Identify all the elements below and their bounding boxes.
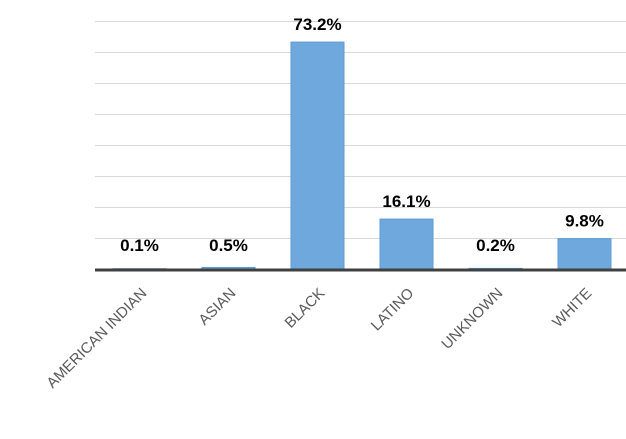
x-tick-label: ASIAN	[195, 285, 239, 329]
x-tick-label: UNKNOWN	[438, 285, 506, 353]
data-label: 0.2%	[476, 236, 515, 255]
bar-latino	[380, 219, 433, 269]
gridlines	[95, 22, 626, 239]
bar-white	[558, 239, 611, 269]
data-label: 16.1%	[382, 192, 430, 211]
data-label: 0.5%	[209, 236, 248, 255]
data-label: 0.1%	[120, 236, 159, 255]
bar-black	[291, 42, 344, 269]
x-tick-label: WHITE	[549, 285, 595, 331]
x-tick-label: BLACK	[282, 285, 329, 332]
data-label: 9.8%	[565, 212, 604, 231]
x-tick-label: LATINO	[368, 285, 418, 335]
x-tick-labels: AMERICAN INDIAN ASIAN BLACK LATINO UNKNOWN WH…	[43, 285, 595, 392]
x-tick-label: AMERICAN INDIAN	[43, 285, 150, 392]
bars	[113, 42, 611, 269]
data-labels: 0.1% 0.5% 73.2% 16.1% 0.2% 9.8%	[120, 15, 604, 255]
data-label: 73.2%	[293, 15, 341, 34]
